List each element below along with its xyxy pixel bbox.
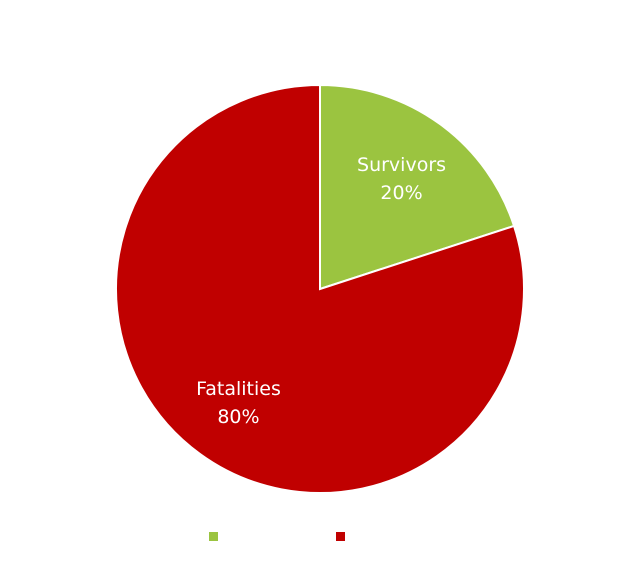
- chart-legend: [209, 532, 345, 541]
- legend-swatch-survivors: [209, 532, 218, 541]
- data-label-survivors: Survivors 20%: [357, 154, 446, 204]
- data-label-category: Survivors: [357, 154, 446, 176]
- pie-slice-fatalities: [115, 83, 525, 494]
- data-label-percent: 20%: [380, 182, 422, 204]
- data-label-percent: 80%: [217, 406, 259, 428]
- data-label-fatalities: Fatalities 80%: [196, 378, 281, 428]
- legend-swatch-fatalities: [336, 532, 345, 541]
- pie-slices: [115, 83, 525, 494]
- data-label-category: Fatalities: [196, 378, 281, 400]
- pie-data-labels: Survivors 20% Fatalities 80%: [196, 154, 446, 428]
- pie-slice-survivors: [319, 83, 516, 291]
